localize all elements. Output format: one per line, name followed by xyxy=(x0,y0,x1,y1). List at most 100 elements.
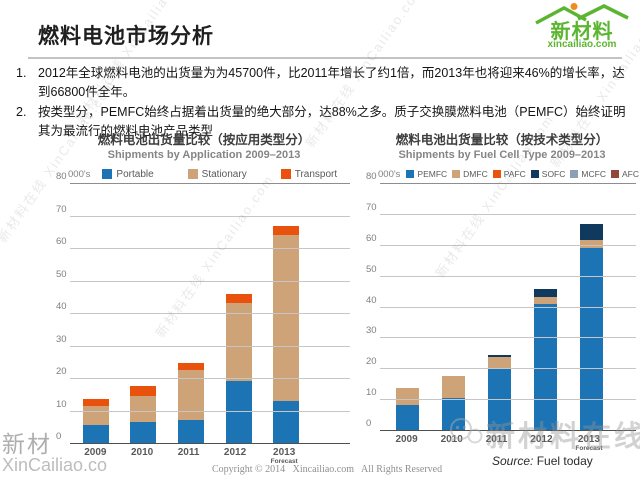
bar-2013 xyxy=(579,223,603,430)
legend-swatch xyxy=(406,170,415,178)
units-label: 000's xyxy=(68,168,91,180)
gridline-20: 20 xyxy=(366,356,636,370)
x-label-2013: 2013 Forecast xyxy=(270,447,298,465)
bar-segment-portable xyxy=(225,381,252,443)
legend-items: PEMFC DMFC PAFC SOFC MCFC AFC xyxy=(406,169,640,179)
legend-item-transport: Transport xyxy=(280,168,338,180)
bar-segment-sofc xyxy=(533,288,557,297)
chart-shipments-by-application: 燃料电池出货量比较（按应用类型分） Shipments by Applicati… xyxy=(56,129,352,465)
legend-item-stationary: Stationary xyxy=(187,169,247,180)
y-tick-label: 70 xyxy=(366,201,377,213)
gridline-10: 10 xyxy=(366,387,636,401)
gridline-0: 0 xyxy=(366,418,636,431)
bar-segment-pemfc xyxy=(533,304,557,430)
bar-2010 xyxy=(441,375,465,430)
legend-item-mcfc: MCFC xyxy=(570,169,606,179)
y-tick-label: 0 xyxy=(56,431,62,442)
page-title: 燃料电池市场分析 xyxy=(38,25,214,48)
legend-swatch xyxy=(492,170,501,178)
legend-label: PAFC xyxy=(503,169,526,179)
x-axis-labels: 2009 2010 2011 2012 2013 Forecast xyxy=(72,447,310,465)
legend-swatch xyxy=(187,169,198,179)
gridline-30: 30 xyxy=(366,325,636,339)
bar-2010 xyxy=(130,386,157,443)
legend-items: Portable Stationary Transport xyxy=(102,169,371,180)
bullet-number: 2. xyxy=(16,105,27,119)
gridline-80: 80 xyxy=(56,171,350,184)
bar-segment-transport xyxy=(130,386,157,396)
legend-label: Transport xyxy=(294,168,338,180)
bar-segment-portable xyxy=(177,420,204,443)
legend-item-sofc: SOFC xyxy=(530,169,565,179)
bar-segment-transport xyxy=(177,363,204,370)
bar-2013 xyxy=(273,225,300,443)
gridline-0: 0 xyxy=(56,431,350,444)
bar-segment-stationary xyxy=(225,303,252,382)
y-tick-label: 30 xyxy=(366,325,377,337)
plot-area: 0 10 20 30 40 50 60 70 80 xyxy=(56,171,352,444)
x-label-2009: 2009 xyxy=(84,447,107,458)
bar-segment-dmfc xyxy=(533,296,557,305)
bar-segment-transport xyxy=(82,399,109,406)
bar-segment-portable xyxy=(82,425,109,443)
bullet-number: 1. xyxy=(16,66,27,80)
legend-item-pafc: PAFC xyxy=(492,169,526,179)
bar-segment-pemfc xyxy=(395,405,419,430)
gridline-80: 80 xyxy=(366,171,636,184)
gridline-70: 70 xyxy=(56,204,350,217)
legend-item-portable: Portable xyxy=(102,168,154,180)
legend-item-dmfc: DMFC xyxy=(452,169,488,179)
bar-segment-pemfc xyxy=(441,397,465,430)
bar-segment-portable xyxy=(130,421,157,443)
gridline-50: 50 xyxy=(56,269,350,282)
legend-label: PEMFC xyxy=(417,169,448,179)
logo-domain: xincailiao.com xyxy=(547,39,617,50)
chart-title: 燃料电池出货量比较（按技术类型分） xyxy=(395,133,609,147)
x-label-2009: 2009 xyxy=(395,434,418,445)
bar-segment-stationary xyxy=(273,235,300,401)
gridline-40: 40 xyxy=(56,301,350,314)
bullet-text: 2012年全球燃料电池的出货量为为45700件，比2011年增长了约1倍，而20… xyxy=(38,66,625,99)
bar-segment-dmfc xyxy=(395,388,419,406)
bar-2012 xyxy=(533,288,557,430)
legend-item-afc: AFC xyxy=(610,169,639,179)
bar-segment-dmfc xyxy=(487,357,511,369)
copyright: Copyright © 2014 Xincailiao.com All Righ… xyxy=(212,464,443,475)
y-tick-label: 50 xyxy=(366,263,377,275)
chart-subtitle: Shipments by Application 2009–2013 xyxy=(107,149,301,161)
corner-watermark: 新材 XinCailiao.co xyxy=(2,431,107,475)
logo-text: 新材料 xyxy=(550,21,614,43)
legend-item-pemfc: PEMFC xyxy=(406,169,447,179)
bar-segment-dmfc xyxy=(579,240,603,248)
y-tick-label: 80 xyxy=(366,171,377,182)
forecast-label: Forecast xyxy=(270,458,298,465)
y-tick-label: 40 xyxy=(366,294,377,306)
y-tick-label: 20 xyxy=(366,356,377,368)
y-tick-label: 50 xyxy=(56,268,67,280)
logo-roof-icon xyxy=(535,3,629,25)
chart-subtitle: Shipments by Fuel Cell Type 2009–2013 xyxy=(398,149,606,161)
badge-watermark: 新材料在线 xyxy=(486,421,640,453)
gridline-60: 60 xyxy=(366,233,636,246)
bar-segment-transport xyxy=(225,294,252,304)
header-divider xyxy=(28,57,622,59)
gridline-50: 50 xyxy=(366,264,636,277)
legend-swatch xyxy=(452,170,461,178)
bullet-list: 1. 2012年全球燃料电池的出货量为为45700件，比2011年增长了约1倍，… xyxy=(16,64,632,142)
wechat-icon xyxy=(448,418,483,444)
gridline-10: 10 xyxy=(56,399,350,412)
y-tick-label: 60 xyxy=(366,232,377,244)
y-tick-label: 40 xyxy=(56,301,67,312)
legend-label: AFC xyxy=(621,169,639,179)
corner-watermark-line1: 新材 xyxy=(2,431,52,457)
chart-shipments-by-fuel-cell-type: 燃料电池出货量比较（按技术类型分） Shipments by Fuel Cell… xyxy=(366,129,640,452)
legend-label: Portable xyxy=(116,168,154,180)
source-value: Fuel today xyxy=(536,454,593,468)
forecast-label: Forecast xyxy=(575,445,603,452)
bar-2012 xyxy=(225,294,252,443)
legend-swatch xyxy=(102,169,113,179)
y-tick-label: 10 xyxy=(366,387,377,399)
y-tick-label: 60 xyxy=(56,236,67,247)
bullet-item-1: 1. 2012年全球燃料电池的出货量为为45700件，比2011年增长了约1倍，… xyxy=(16,64,632,102)
